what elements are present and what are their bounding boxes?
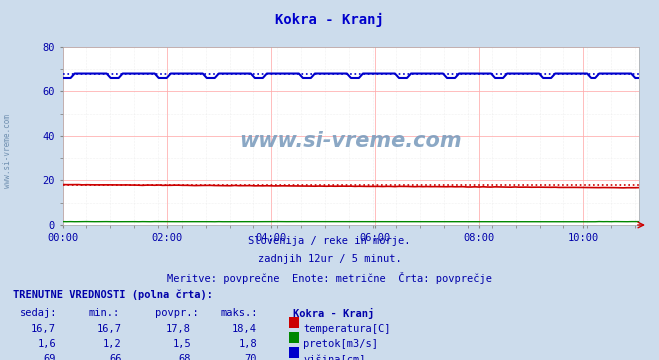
Text: TRENUTNE VREDNOSTI (polna črta):: TRENUTNE VREDNOSTI (polna črta): (13, 290, 213, 300)
Text: www.si-vreme.com: www.si-vreme.com (3, 114, 13, 188)
Text: 66: 66 (109, 354, 122, 360)
Text: Slovenija / reke in morje.: Slovenija / reke in morje. (248, 236, 411, 246)
Text: 70: 70 (244, 354, 257, 360)
Text: 16,7: 16,7 (97, 324, 122, 334)
Text: 17,8: 17,8 (166, 324, 191, 334)
Text: min.:: min.: (89, 308, 120, 318)
Text: sedaj:: sedaj: (20, 308, 57, 318)
Text: 16,7: 16,7 (31, 324, 56, 334)
Text: 18,4: 18,4 (232, 324, 257, 334)
Text: 69: 69 (43, 354, 56, 360)
Text: zadnjih 12ur / 5 minut.: zadnjih 12ur / 5 minut. (258, 254, 401, 264)
Text: 68: 68 (179, 354, 191, 360)
Text: Kokra - Kranj: Kokra - Kranj (275, 13, 384, 27)
Text: Kokra - Kranj: Kokra - Kranj (293, 308, 374, 319)
Text: 1,6: 1,6 (38, 339, 56, 349)
Text: temperatura[C]: temperatura[C] (303, 324, 391, 334)
Text: maks.:: maks.: (221, 308, 258, 318)
Text: 1,2: 1,2 (103, 339, 122, 349)
Text: višina[cm]: višina[cm] (303, 354, 366, 360)
Text: 1,5: 1,5 (173, 339, 191, 349)
Text: 1,8: 1,8 (239, 339, 257, 349)
Text: pretok[m3/s]: pretok[m3/s] (303, 339, 378, 349)
Text: Meritve: povprečne  Enote: metrične  Črta: povprečje: Meritve: povprečne Enote: metrične Črta:… (167, 272, 492, 284)
Text: www.si-vreme.com: www.si-vreme.com (240, 131, 462, 151)
Text: povpr.:: povpr.: (155, 308, 198, 318)
